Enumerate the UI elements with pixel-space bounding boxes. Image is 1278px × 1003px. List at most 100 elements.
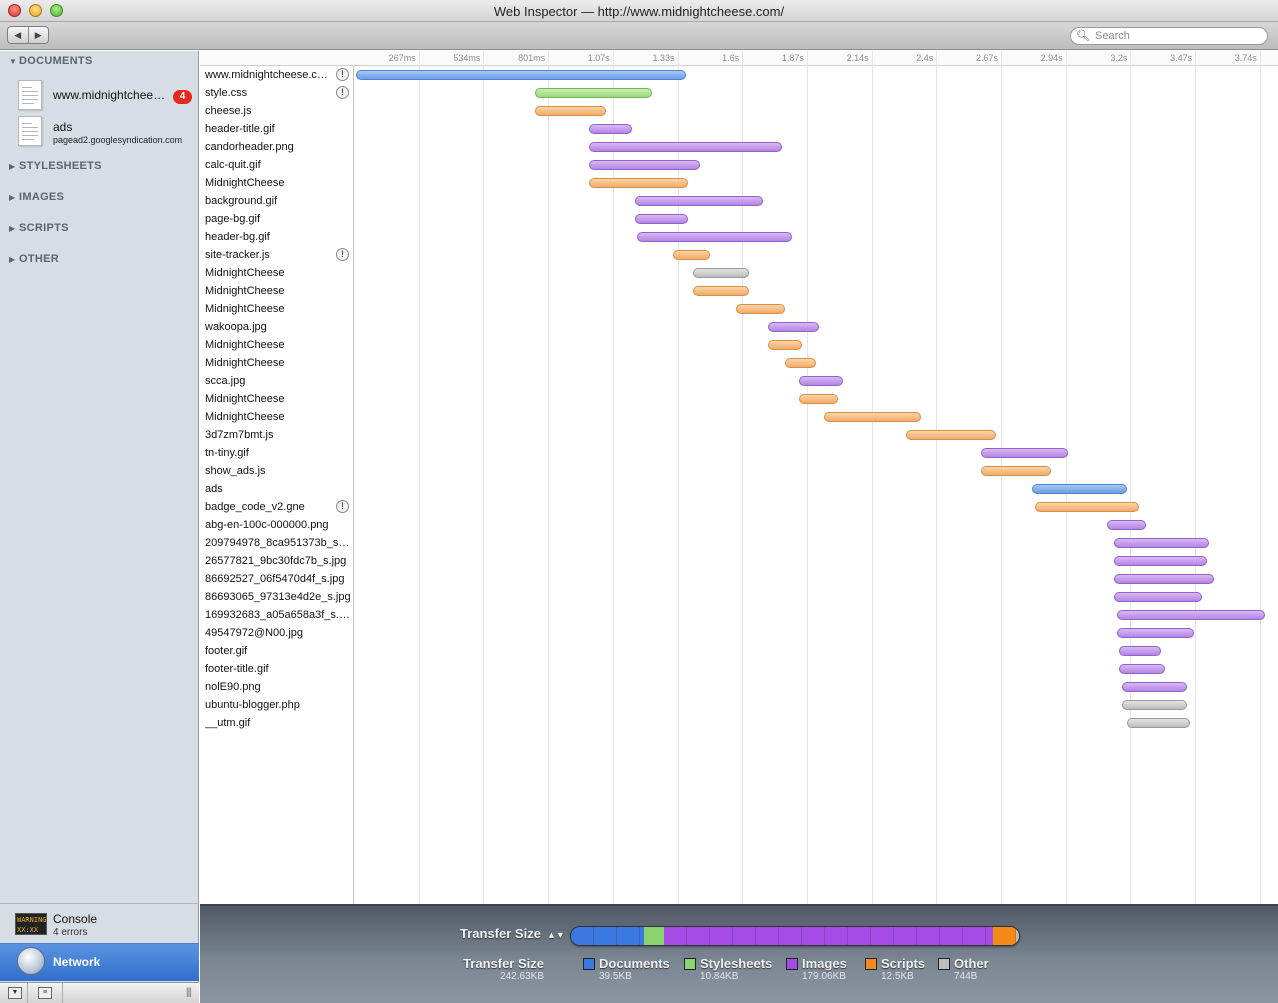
resource-name[interactable]: page-bg.gif bbox=[205, 213, 261, 225]
section-documents[interactable]: ▼ DOCUMENTS bbox=[0, 55, 93, 67]
timeline-bar-script[interactable] bbox=[799, 394, 839, 404]
disclosure-open-icon[interactable]: ▼ bbox=[9, 57, 18, 66]
timeline-bar-other[interactable] bbox=[1121, 700, 1188, 710]
warning-icon[interactable]: ! bbox=[336, 86, 349, 99]
resource-name[interactable]: tn-tiny.gif bbox=[205, 447, 249, 459]
timeline-bar-image[interactable] bbox=[1119, 664, 1166, 674]
summary-mode-selector[interactable]: Transfer Size ▲▼ bbox=[460, 926, 565, 941]
zoom-window-button[interactable] bbox=[50, 4, 63, 17]
disclosure-closed-icon[interactable]: ▶ bbox=[9, 193, 16, 202]
timeline-bar-script[interactable] bbox=[906, 430, 996, 440]
back-button[interactable]: ◀ bbox=[8, 27, 29, 43]
resource-name[interactable]: MidnightCheese bbox=[205, 285, 285, 297]
resource-name[interactable]: scca.jpg bbox=[205, 375, 246, 387]
resource-name[interactable]: ubuntu-blogger.php bbox=[205, 699, 300, 711]
search-field[interactable]: 🔍︎ bbox=[1070, 27, 1268, 45]
timeline-bar-image[interactable] bbox=[1114, 574, 1214, 584]
timeline-bar-image[interactable] bbox=[588, 160, 701, 170]
timeline-bar-script[interactable] bbox=[823, 412, 921, 422]
timeline-bar-image[interactable] bbox=[1119, 646, 1161, 656]
sidebar-item-ads-document[interactable]: ads pagead2.googlesyndication.com bbox=[0, 114, 199, 148]
resource-name[interactable]: 169932683_a05a658a3f_s.jpg bbox=[205, 609, 351, 621]
resource-name[interactable]: 86692527_06f5470d4f_s.jpg bbox=[205, 573, 345, 585]
timeline-bar-image[interactable] bbox=[637, 232, 793, 242]
warning-icon[interactable]: ! bbox=[336, 248, 349, 261]
section-images[interactable]: ▶ IMAGES bbox=[0, 191, 64, 203]
resource-name[interactable]: MidnightCheese bbox=[205, 177, 285, 189]
resource-name[interactable]: header-title.gif bbox=[205, 123, 275, 135]
warning-icon[interactable]: ! bbox=[336, 68, 349, 81]
resource-name[interactable]: MidnightCheese bbox=[205, 339, 285, 351]
resource-name[interactable]: MidnightCheese bbox=[205, 303, 285, 315]
disclosure-closed-icon[interactable]: ▶ bbox=[9, 224, 16, 233]
resource-name[interactable]: 209794978_8ca951373b_s.jpg bbox=[205, 537, 351, 549]
section-stylesheets[interactable]: ▶ STYLESHEETS bbox=[0, 160, 102, 172]
timeline-bar-image[interactable] bbox=[588, 142, 783, 152]
timeline-bar-image[interactable] bbox=[799, 376, 844, 386]
timeline-bar-image[interactable] bbox=[1121, 682, 1188, 692]
timeline-bar-image[interactable] bbox=[1114, 538, 1209, 548]
timeline-bar-document[interactable] bbox=[1032, 484, 1127, 494]
section-scripts[interactable]: ▶ SCRIPTS bbox=[0, 222, 69, 234]
resource-name[interactable]: MidnightCheese bbox=[205, 411, 285, 423]
resource-name[interactable]: header-bg.gif bbox=[205, 231, 270, 243]
timeline-bar-script[interactable] bbox=[981, 466, 1052, 476]
timeline-bar-image[interactable] bbox=[634, 196, 764, 206]
disclosure-closed-icon[interactable]: ▶ bbox=[9, 162, 16, 171]
resource-name[interactable]: ads bbox=[205, 483, 223, 495]
minimize-window-button[interactable] bbox=[29, 4, 42, 17]
resource-name[interactable]: show_ads.js bbox=[205, 465, 266, 477]
resource-name[interactable]: candorheader.png bbox=[205, 141, 294, 153]
resource-name[interactable]: 26577821_9bc30fdc7b_s.jpg bbox=[205, 555, 347, 567]
resource-name[interactable]: MidnightCheese bbox=[205, 393, 285, 405]
timeline-bar-stylesheet[interactable] bbox=[535, 88, 652, 98]
resource-name[interactable]: site-tracker.js bbox=[205, 249, 270, 261]
disclosure-closed-icon[interactable]: ▶ bbox=[9, 255, 16, 264]
sidebar-item-console[interactable]: WARNING XX:XX Console 4 errors bbox=[0, 903, 199, 943]
resource-name[interactable]: __utm.gif bbox=[205, 717, 251, 729]
resource-name[interactable]: 86693065_97313e4d2e_s.jpg bbox=[205, 591, 351, 603]
timeline-bar-image[interactable] bbox=[634, 214, 688, 224]
timeline-bar-other[interactable] bbox=[692, 268, 749, 278]
timeline-bar-script[interactable] bbox=[535, 106, 606, 116]
forward-button[interactable]: ▶ bbox=[34, 30, 42, 40]
timeline-bar-image[interactable] bbox=[1114, 556, 1207, 566]
timeline-bar-image[interactable] bbox=[1107, 520, 1146, 530]
search-input[interactable] bbox=[1095, 29, 1260, 43]
console-toggle-icon[interactable]: ≡ bbox=[38, 987, 52, 999]
resource-name[interactable]: calc-quit.gif bbox=[205, 159, 261, 171]
resource-name[interactable]: nolE90.png bbox=[205, 681, 261, 693]
sidebar-item-main-document[interactable]: www.midnightcheese.com bbox=[0, 78, 199, 112]
resource-name[interactable]: footer.gif bbox=[205, 645, 248, 657]
resource-name[interactable]: 49547972@N00.jpg bbox=[205, 627, 304, 639]
timeline-bar-document[interactable] bbox=[356, 70, 686, 80]
resource-name[interactable]: cheese.js bbox=[205, 105, 252, 117]
resource-name[interactable]: wakoopa.jpg bbox=[205, 321, 267, 333]
resource-name[interactable]: badge_code_v2.gne bbox=[205, 501, 305, 513]
resource-name[interactable]: MidnightCheese bbox=[205, 357, 285, 369]
timeline-bar-script[interactable] bbox=[736, 304, 785, 314]
timeline-bar-image[interactable] bbox=[1116, 610, 1265, 620]
resource-name[interactable]: 3d7zm7bmt.js bbox=[205, 429, 274, 441]
timeline-bar-script[interactable] bbox=[673, 250, 710, 260]
resource-name[interactable]: www.midnightcheese.com/ bbox=[205, 69, 333, 81]
sidebar-item-network[interactable]: Network bbox=[0, 943, 199, 981]
timeline-bar-script[interactable] bbox=[767, 340, 802, 350]
resize-grip-icon[interactable]: ||| bbox=[186, 987, 192, 998]
timeline-bar-script[interactable] bbox=[784, 358, 817, 368]
section-other[interactable]: ▶ OTHER bbox=[0, 253, 59, 265]
dock-toggle-icon[interactable]: ▼ bbox=[8, 987, 22, 999]
timeline-bar-image[interactable] bbox=[588, 124, 633, 134]
resource-name[interactable]: background.gif bbox=[205, 195, 278, 207]
timeline-bar-image[interactable] bbox=[1114, 592, 1202, 602]
timeline-bar-script[interactable] bbox=[1034, 502, 1139, 512]
timeline-bar-script[interactable] bbox=[588, 178, 688, 188]
timeline-bar-script[interactable] bbox=[692, 286, 749, 296]
resource-name[interactable]: MidnightCheese bbox=[205, 267, 285, 279]
timeline-bar-image[interactable] bbox=[767, 322, 819, 332]
timeline-bar-image[interactable] bbox=[981, 448, 1069, 458]
timeline-bar-image[interactable] bbox=[1116, 628, 1195, 638]
warning-icon[interactable]: ! bbox=[336, 500, 349, 513]
resource-name[interactable]: abg-en-100c-000000.png bbox=[205, 519, 329, 531]
resource-name[interactable]: style.css bbox=[205, 87, 248, 99]
